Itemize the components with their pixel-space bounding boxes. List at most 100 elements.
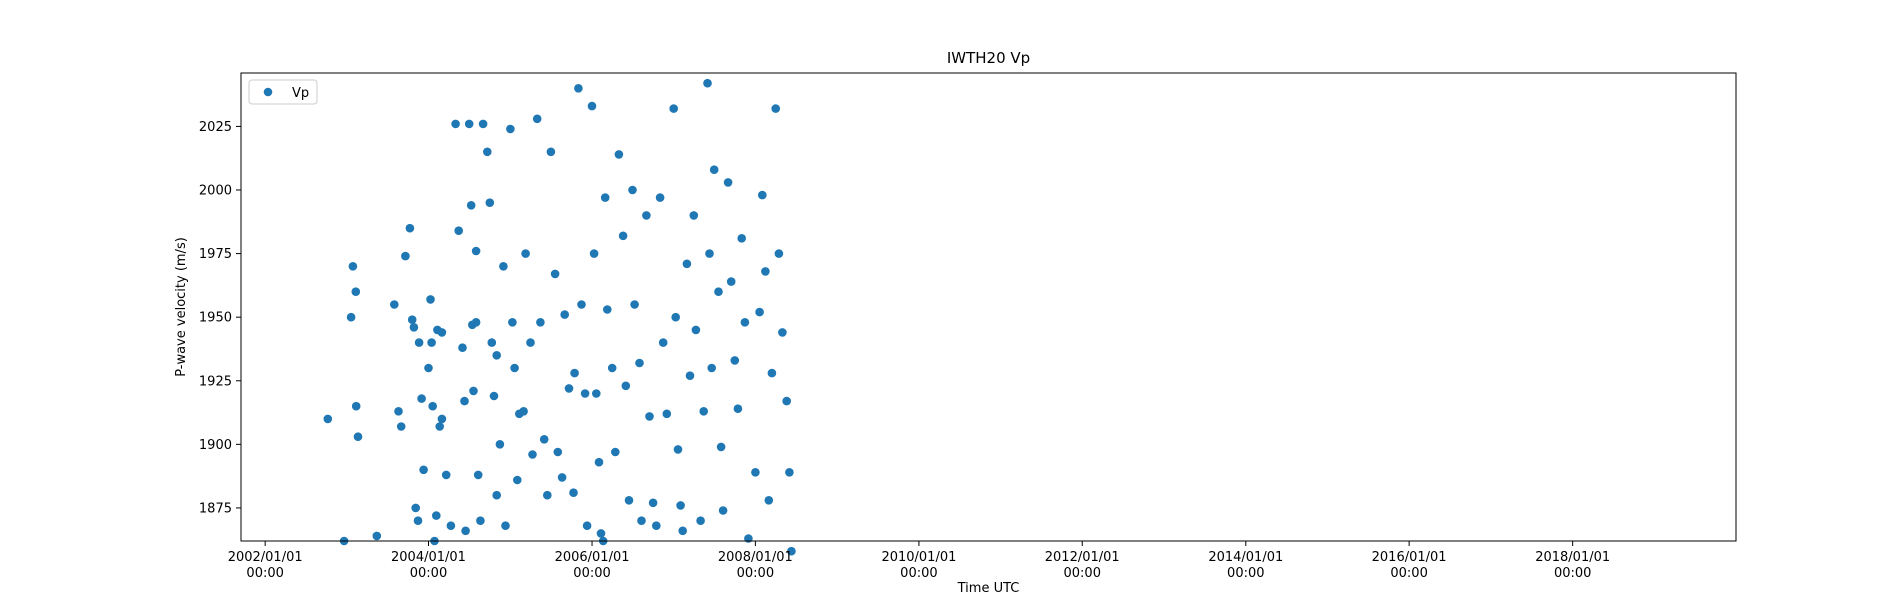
data-point (637, 516, 646, 525)
x-tick-label-time: 00:00 (573, 566, 610, 581)
data-point (570, 368, 579, 378)
x-tick-label: 2006/01/01 (555, 550, 630, 565)
data-point (346, 312, 356, 322)
data-point (446, 521, 456, 530)
data-point (594, 457, 604, 467)
y-tick-label: 2025 (199, 120, 232, 135)
data-point (564, 384, 574, 393)
data-point (628, 185, 637, 195)
data-point (691, 325, 701, 335)
x-tick-label: 2018/01/01 (1535, 550, 1610, 565)
data-point (451, 119, 460, 129)
data-point (587, 101, 597, 111)
y-tick-label: 1875 (199, 501, 232, 516)
data-point (427, 338, 436, 347)
data-point (740, 318, 750, 327)
data-point (787, 546, 796, 556)
data-point (458, 343, 467, 353)
data-point (689, 211, 699, 220)
data-point (642, 211, 651, 220)
data-point (508, 318, 517, 327)
data-point (726, 277, 736, 286)
data-point (758, 190, 767, 200)
data-point (546, 147, 556, 157)
data-point (560, 310, 569, 319)
data-point (553, 447, 563, 457)
data-point (603, 305, 612, 314)
y-tick-label: 1950 (199, 311, 232, 326)
data-point (353, 432, 363, 442)
x-tick-label-time: 00:00 (1554, 566, 1591, 581)
y-tick-label: 1925 (199, 374, 232, 389)
data-point (539, 435, 549, 444)
data-point (751, 468, 760, 477)
data-point (437, 328, 447, 337)
data-point (435, 422, 445, 431)
data-point (495, 440, 505, 449)
data-point (580, 389, 590, 398)
x-tick-label-time: 00:00 (900, 566, 937, 581)
data-point (501, 521, 510, 530)
data-point (351, 287, 361, 297)
y-tick-label: 2000 (199, 184, 232, 199)
data-point (419, 465, 428, 475)
data-point (323, 414, 333, 424)
data-point (611, 447, 620, 457)
data-point (771, 104, 780, 113)
data-point (607, 363, 617, 373)
data-point (676, 501, 685, 510)
data-point (730, 356, 740, 365)
data-point (709, 165, 719, 174)
data-point (737, 234, 746, 243)
x-tick-label: 2016/01/01 (1372, 550, 1447, 565)
data-point (489, 391, 499, 401)
data-point (550, 269, 560, 279)
data-point (645, 412, 654, 421)
data-point (521, 249, 530, 258)
data-point (409, 323, 419, 332)
data-point (671, 312, 680, 322)
data-point (785, 468, 794, 477)
y-tick-label: 1900 (199, 438, 232, 453)
data-point (707, 363, 716, 373)
data-point (424, 363, 433, 373)
data-point (351, 401, 361, 411)
x-tick-label-time: 00:00 (1390, 566, 1427, 581)
data-point (372, 531, 382, 541)
x-tick-label: 2002/01/01 (228, 550, 303, 565)
data-point (543, 490, 552, 500)
data-point (461, 526, 470, 536)
data-point (464, 119, 474, 129)
data-points (323, 78, 796, 556)
data-point (487, 338, 497, 347)
data-point (483, 147, 492, 157)
data-point (630, 300, 639, 309)
x-tick-label-time: 00:00 (1064, 566, 1101, 581)
data-point (390, 300, 399, 309)
data-point (411, 503, 421, 513)
x-tick-label-time: 00:00 (737, 566, 774, 581)
data-point (473, 470, 483, 480)
data-point (577, 300, 586, 309)
data-point (699, 407, 708, 416)
data-point (485, 198, 495, 207)
x-tick-label-time: 00:00 (410, 566, 447, 581)
x-tick-label: 2004/01/01 (391, 550, 466, 565)
data-point (510, 363, 519, 373)
data-point (761, 267, 770, 276)
data-point (428, 401, 438, 411)
data-point (614, 150, 624, 159)
data-point (417, 394, 426, 403)
data-point (574, 84, 583, 93)
data-point (718, 506, 728, 515)
data-point (471, 318, 481, 327)
data-point (592, 389, 601, 398)
data-point (405, 223, 415, 233)
data-point (778, 328, 787, 337)
data-point (460, 396, 469, 406)
data-point (469, 386, 478, 396)
data-point (600, 193, 610, 202)
data-point (441, 470, 451, 480)
data-point (716, 442, 726, 452)
